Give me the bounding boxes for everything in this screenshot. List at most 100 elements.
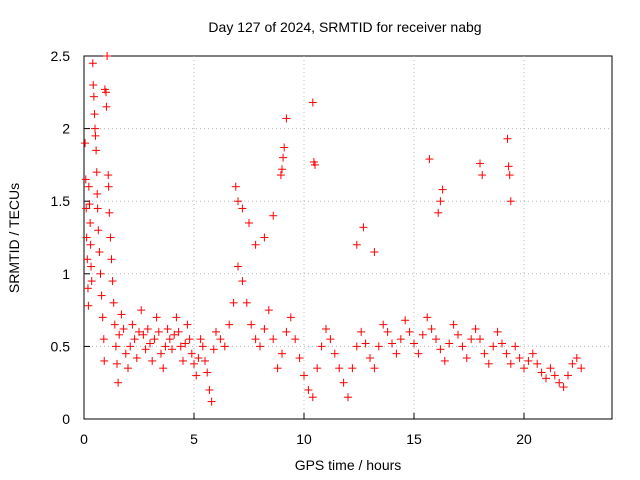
scatter-point-128	[383, 327, 392, 336]
scatter-point-102	[269, 335, 278, 344]
y-tick-label-4: 2	[62, 121, 70, 137]
scatter-point-77	[185, 335, 194, 344]
scatter-point-105	[282, 327, 291, 336]
scatter-point-175	[238, 204, 247, 213]
scatter-point-172	[577, 364, 586, 373]
scatter-point-16	[90, 110, 99, 119]
x-tick-label-2: 10	[296, 431, 312, 447]
scatter-point-53	[132, 354, 141, 363]
scatter-point-156	[506, 359, 515, 368]
x-tick-label-4: 20	[516, 431, 532, 447]
scatter-point-194	[434, 208, 443, 217]
scatter-point-129	[388, 339, 396, 348]
scatter-point-187	[311, 160, 319, 169]
scatter-point-47	[119, 324, 128, 333]
scatter-point-64	[157, 349, 165, 358]
scatter-point-67	[163, 324, 172, 333]
scatter-point-24	[95, 248, 104, 257]
scatter-point-163	[537, 368, 546, 377]
scatter-point-198	[504, 162, 513, 171]
scatter-point-123	[361, 339, 370, 348]
scatter-point-72	[174, 327, 183, 336]
scatter-point-174	[234, 197, 242, 206]
scatter-point-18	[91, 131, 100, 140]
scatter-point-190	[370, 248, 379, 257]
scatter-point-137	[423, 313, 432, 322]
scatter-point-176	[245, 218, 253, 227]
scatter-point-61	[150, 335, 159, 344]
scatter-point-83	[198, 342, 207, 351]
scatter-point-162	[533, 359, 542, 368]
scatter-point-139	[432, 335, 440, 344]
scatter-point-200	[506, 197, 515, 206]
y-tick-label-3: 1.5	[51, 193, 71, 209]
scatter-point-75	[181, 339, 190, 348]
scatter-point-15	[89, 92, 98, 101]
scatter-point-116	[330, 349, 339, 358]
scatter-point-167	[555, 378, 564, 387]
scatter-point-100	[260, 324, 269, 333]
scatter-point-49	[124, 364, 132, 373]
scatter-point-136	[418, 330, 427, 339]
scatter-point-132	[401, 316, 410, 325]
scatter-point-85	[203, 368, 212, 377]
scatter-point-94	[234, 262, 242, 271]
scatter-point-143	[449, 320, 458, 329]
scatter-point-133	[405, 327, 414, 336]
scatter-point-110	[304, 385, 313, 394]
scatter-point-68	[165, 335, 174, 344]
scatter-point-55	[137, 306, 146, 315]
scatter-point-12	[87, 277, 96, 286]
scatter-point-21	[93, 189, 102, 198]
scatter-point-173	[231, 182, 240, 191]
x-tick-label-1: 5	[190, 431, 198, 447]
scatter-point-109	[300, 371, 308, 380]
scatter-point-115	[326, 335, 335, 344]
y-tick-label-0: 0	[62, 411, 70, 427]
scatter-point-34	[104, 171, 113, 180]
scatter-point-188	[359, 223, 368, 232]
scatter-point-138	[427, 324, 436, 333]
chart-title: Day 127 of 2024, SRMTID for receiver nab…	[208, 19, 481, 35]
scatter-point-126	[374, 342, 383, 351]
scatter-point-169	[564, 371, 572, 380]
scatter-point-63	[154, 327, 163, 336]
scatter-point-196	[478, 171, 487, 180]
scatter-point-80	[192, 371, 201, 380]
scatter-point-99	[256, 342, 264, 351]
scatter-point-74	[179, 356, 187, 365]
scatter-point-166	[550, 371, 559, 380]
x-tick-label-3: 15	[406, 431, 422, 447]
scatter-point-70	[170, 330, 179, 339]
scatter-point-103	[273, 364, 282, 373]
scatter-point-87	[207, 397, 216, 406]
scatter-point-71	[172, 313, 181, 322]
scatter-point-164	[542, 374, 550, 383]
scatter-point-184	[276, 171, 285, 180]
scatter-point-155	[502, 349, 511, 358]
scatter-point-31	[102, 88, 110, 97]
scatter-point-152	[489, 342, 498, 351]
scatter-point-119	[344, 393, 352, 402]
scatter-point-140	[436, 345, 445, 354]
scatter-point-4	[83, 255, 92, 264]
scatter-point-41	[110, 320, 119, 329]
scatter-point-54	[135, 327, 143, 336]
scatter-point-44	[114, 378, 123, 387]
scatter-point-79	[190, 359, 198, 368]
scatter-point-97	[247, 320, 256, 329]
scatter-point-160	[524, 356, 533, 365]
scatter-point-185	[308, 98, 317, 107]
scatter-point-11	[87, 262, 96, 271]
scatter-point-81	[194, 354, 203, 363]
scatter-point-10	[86, 240, 95, 249]
scatter-point-17	[91, 124, 99, 133]
scatter-point-177	[251, 240, 260, 249]
scatter-point-171	[572, 354, 581, 363]
scatter-point-181	[280, 143, 289, 152]
scatter-point-197	[503, 134, 512, 143]
scatter-point-13	[88, 59, 97, 68]
scatter-point-0	[81, 139, 90, 148]
